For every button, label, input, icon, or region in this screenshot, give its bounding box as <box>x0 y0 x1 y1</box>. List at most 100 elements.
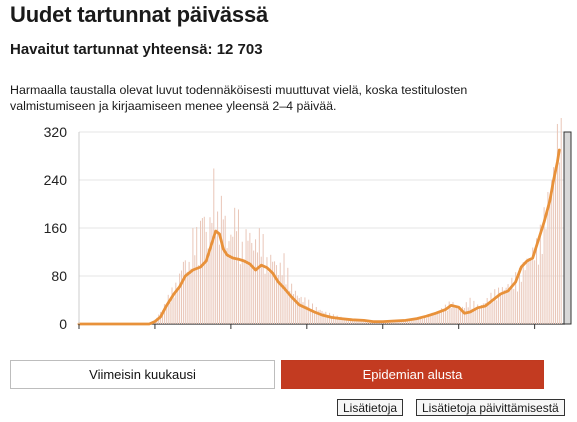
daily-bar <box>253 250 255 324</box>
daily-bar <box>181 270 183 324</box>
daily-bar <box>433 313 435 324</box>
daily-bar <box>255 239 257 324</box>
daily-bar <box>304 297 306 324</box>
daily-bar <box>220 195 222 324</box>
daily-bar <box>192 227 194 324</box>
daily-bar <box>359 320 361 324</box>
y-tick-label: 0 <box>59 316 67 332</box>
daily-bar <box>296 295 298 324</box>
daily-bar <box>236 231 238 324</box>
daily-bar <box>545 229 547 324</box>
daily-bar <box>513 289 515 324</box>
chart-title: Uudet tartunnat päivässä <box>10 2 269 27</box>
chart-note: Harmaalla taustalla olevat luvut todennä… <box>10 83 468 113</box>
x-tick-label: 11.4. <box>216 331 246 332</box>
daily-bar <box>260 256 262 324</box>
info-link[interactable]: Lisätietoja <box>337 399 404 416</box>
daily-bar <box>306 306 308 324</box>
daily-bar <box>405 320 407 324</box>
daily-bar <box>332 314 334 324</box>
daily-bar <box>507 284 509 324</box>
daily-bar <box>410 319 412 324</box>
daily-bar <box>179 273 181 324</box>
daily-bars <box>150 118 562 325</box>
daily-bar <box>477 304 479 324</box>
daily-bar <box>281 275 283 324</box>
daily-bar <box>397 321 399 324</box>
daily-bar <box>247 240 249 324</box>
daily-bar <box>460 309 462 324</box>
daily-bar <box>439 311 441 324</box>
daily-bar <box>313 310 315 324</box>
daily-bar <box>437 311 439 324</box>
daily-bar <box>471 308 473 324</box>
daily-bar <box>515 272 517 324</box>
since-start-button[interactable]: Epidemian alusta <box>281 360 544 389</box>
daily-bar <box>473 300 475 324</box>
daily-bar <box>196 226 198 324</box>
daily-bar <box>222 219 224 324</box>
daily-bar <box>429 316 431 324</box>
daily-bar <box>424 315 426 324</box>
daily-bar <box>467 307 469 324</box>
daily-bar <box>363 320 365 324</box>
daily-bar <box>486 297 488 324</box>
daily-bar <box>312 303 314 324</box>
recent-month-button[interactable]: Viimeisin kuukausi <box>10 360 275 389</box>
y-tick-label: 320 <box>44 124 68 140</box>
daily-bar <box>175 282 177 324</box>
daily-bar <box>452 301 454 324</box>
daily-bar <box>558 162 560 324</box>
daily-bar <box>171 287 173 324</box>
daily-bar <box>344 317 346 324</box>
cases-chart: 0 80 160 240 320 22.1. 2.3. 11.4. 21.5. 30.6. 9.8.… <box>44 118 572 332</box>
daily-bar <box>251 242 253 324</box>
daily-bar <box>215 236 217 324</box>
daily-bar <box>511 277 513 324</box>
daily-bar <box>479 308 481 324</box>
daily-bar <box>450 307 452 324</box>
daily-bar <box>243 261 245 324</box>
daily-bar <box>207 248 209 324</box>
daily-bar <box>463 308 465 324</box>
daily-bar <box>285 284 287 324</box>
daily-bar <box>456 305 458 324</box>
daily-bar <box>262 234 264 324</box>
daily-bar <box>317 310 319 324</box>
daily-bar <box>245 229 247 324</box>
daily-bar <box>211 222 213 324</box>
x-tick-label: 22.1. <box>63 331 94 332</box>
daily-bar <box>291 283 293 324</box>
daily-bar <box>302 302 304 324</box>
x-tick-label: 2.3. <box>143 331 166 332</box>
daily-bar <box>272 261 274 324</box>
update-info-link[interactable]: Lisätietoja päivittämisestä <box>416 399 565 416</box>
daily-bar <box>200 220 201 324</box>
daily-bar <box>517 291 519 324</box>
daily-bar <box>173 297 175 324</box>
daily-bar <box>534 260 536 324</box>
daily-bar <box>217 211 219 324</box>
daily-bar <box>163 304 165 324</box>
daily-bar <box>228 241 230 324</box>
total-cases: Havaitut tartunnat yhteensä: 12 703 <box>10 41 263 58</box>
axes: 0 80 160 240 320 22.1. 2.3. 11.4. 21.5. 30.6. 9.8.… <box>44 124 551 332</box>
daily-bar <box>536 238 538 324</box>
daily-bar <box>539 224 541 324</box>
daily-bar <box>482 303 484 324</box>
daily-bar <box>234 207 236 324</box>
daily-bar <box>524 270 526 324</box>
average-line-path <box>77 148 561 326</box>
x-tick-label: 30.6. <box>367 331 398 332</box>
daily-bar <box>541 253 543 324</box>
daily-bar <box>162 310 164 324</box>
daily-bar <box>556 123 558 325</box>
daily-bar <box>315 306 317 324</box>
daily-bar <box>232 236 234 324</box>
y-tick-label: 160 <box>44 220 68 236</box>
daily-bar <box>399 320 401 324</box>
daily-bar <box>435 312 437 324</box>
daily-bar <box>431 312 433 324</box>
daily-bar <box>270 254 272 324</box>
daily-bar <box>275 265 277 324</box>
